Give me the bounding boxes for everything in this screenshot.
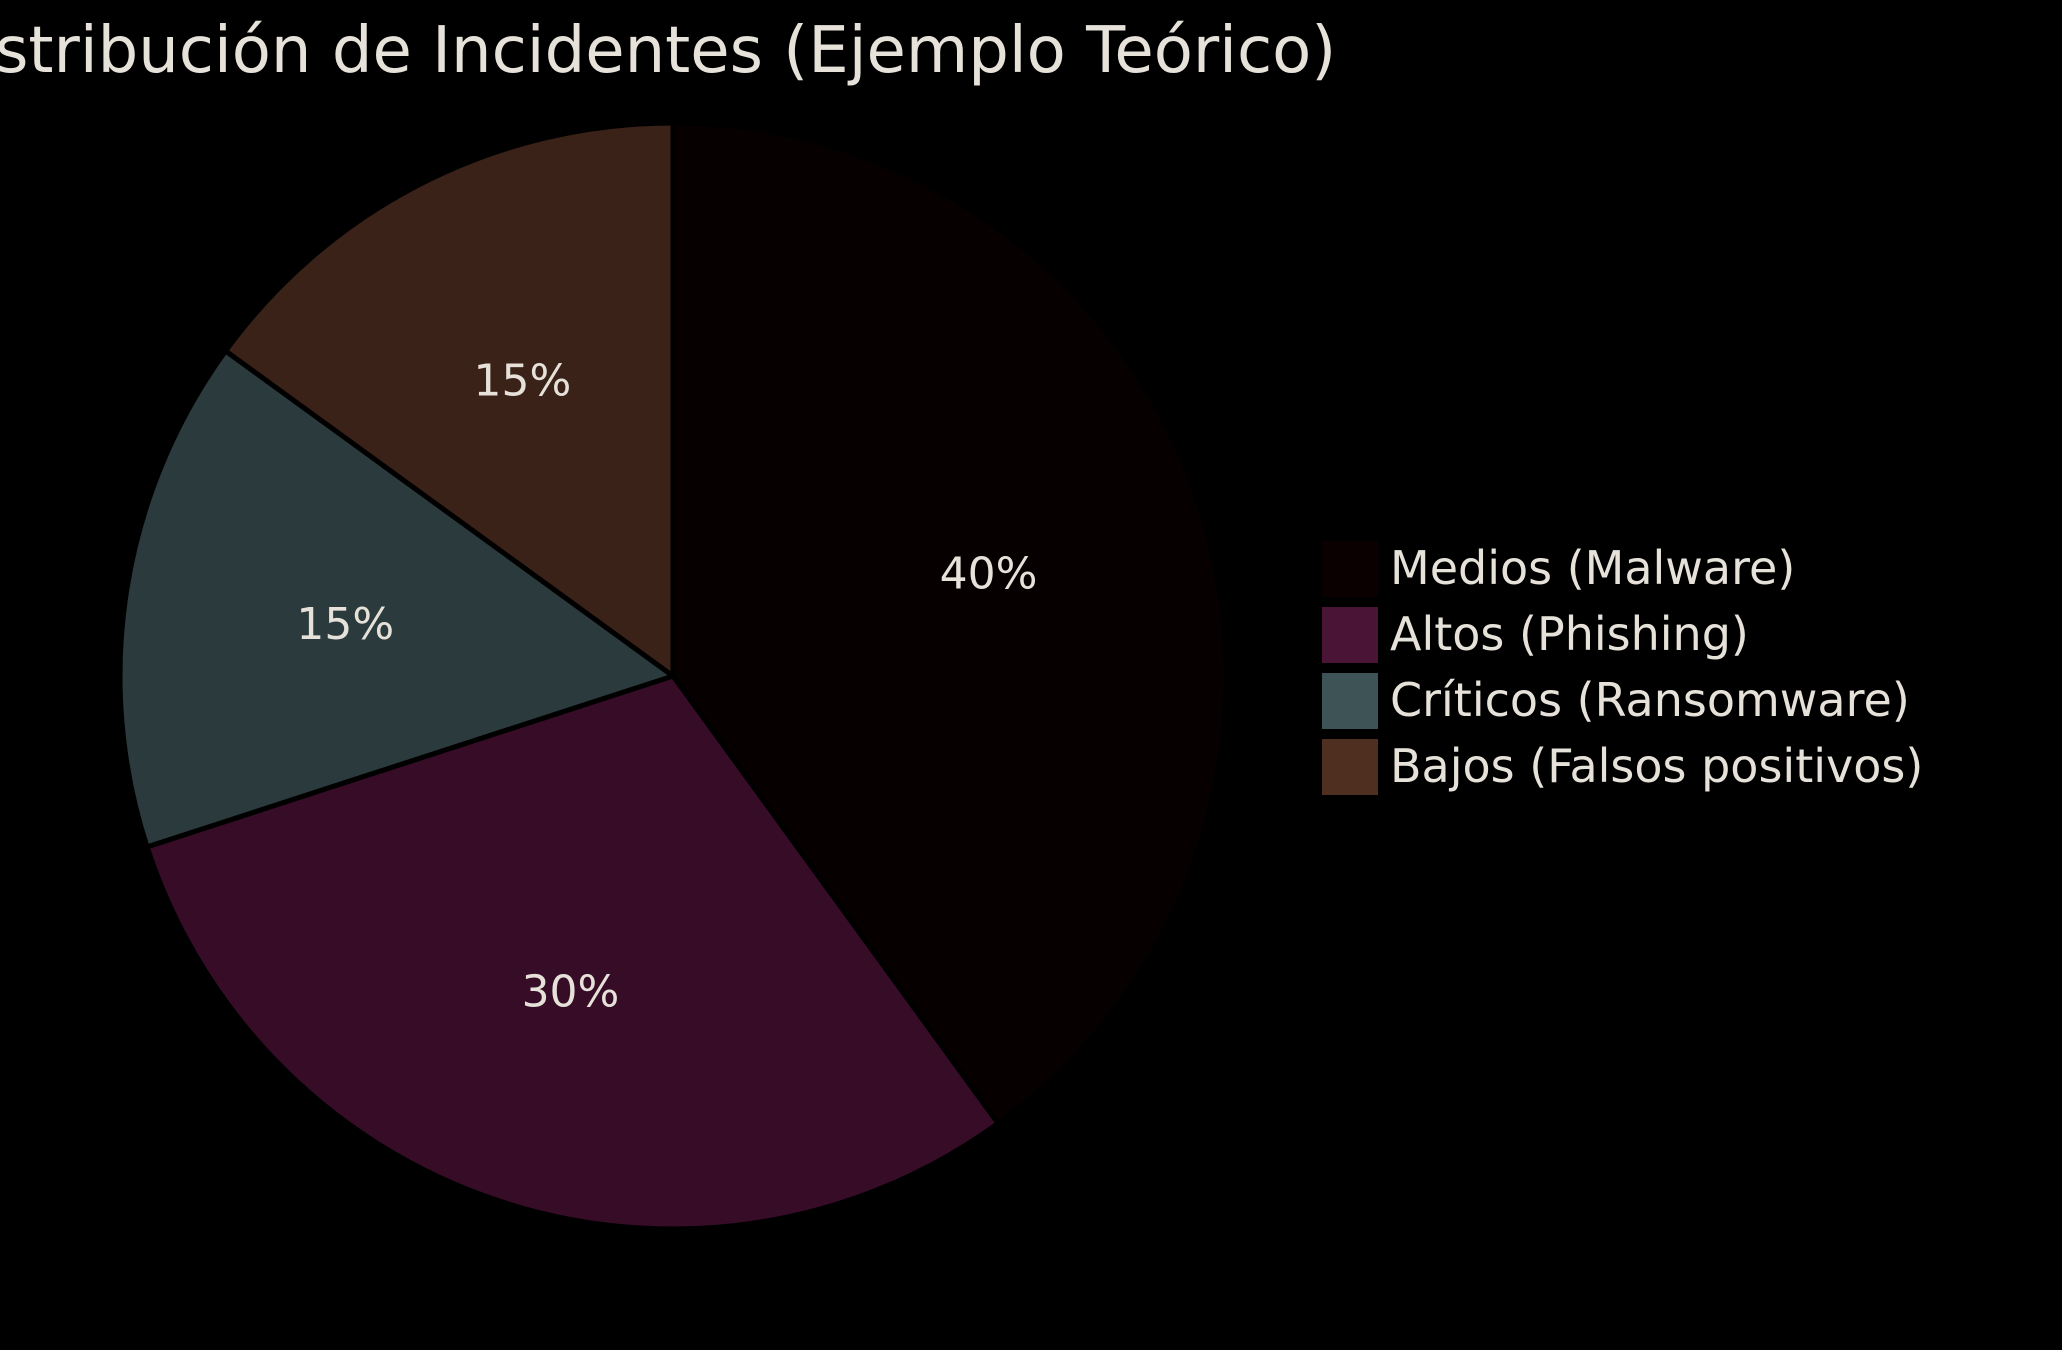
legend-swatch (1322, 739, 1378, 795)
slice-percentage-label: 30% (522, 967, 620, 1018)
pie-slice (144, 673, 1001, 1232)
chart-legend: Medios (Malware) Altos (Phishing) Críticos… (1322, 541, 1923, 795)
legend-label: Medios (Malware) (1390, 541, 1795, 595)
legend-label: Altos (Phishing) (1390, 607, 1749, 661)
pie-slice (117, 348, 676, 850)
legend-swatch (1322, 673, 1378, 729)
slice-percentage-label: 40% (940, 548, 1038, 599)
legend-label: Críticos (Ransomware) (1390, 673, 1910, 727)
pie-slice (670, 120, 1229, 1126)
legend-swatch (1322, 607, 1378, 663)
pie-slice (223, 120, 676, 679)
slice-percentage-label: 15% (473, 355, 571, 406)
chart-title: Distribución de Incidentes (Ejemplo Teór… (0, 14, 1336, 88)
pie-percentage-labels: 40% 30% 15% 15% (296, 355, 1037, 1017)
legend-swatch (1322, 541, 1378, 597)
slice-percentage-label: 15% (296, 599, 394, 650)
pie-slices (117, 120, 1229, 1232)
legend-label: Bajos (Falsos positivos) (1390, 739, 1923, 793)
